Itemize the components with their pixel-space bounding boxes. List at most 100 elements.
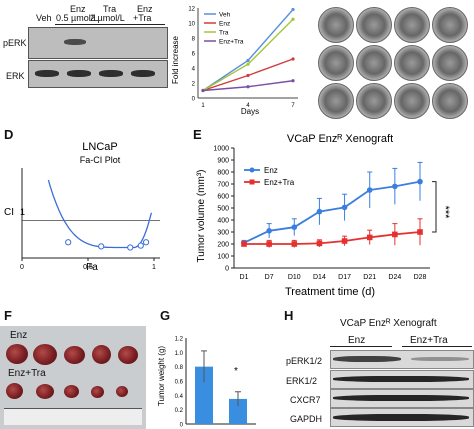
fa-ci-x-tick: 0.5 — [83, 264, 93, 271]
growth-y-tick: 10 — [188, 22, 195, 28]
growth-y-tick: 4 — [192, 67, 196, 73]
growth-point — [246, 73, 250, 78]
xenograft-x-label: Treatment time (d) — [285, 286, 375, 298]
xenograft-point — [316, 240, 323, 247]
tumor-5 — [118, 346, 138, 364]
col-label-combo-2: +Tra — [133, 13, 152, 23]
xeno-gapdh-blot — [330, 408, 474, 427]
xenograft-point — [316, 208, 323, 215]
erk-band-1 — [35, 70, 59, 77]
growth-point — [201, 88, 205, 93]
fa-ci-point — [98, 243, 105, 250]
fa-ci-x-tick: 1 — [152, 264, 156, 271]
xeno-blot-title: VCaP Enzᴿ Xenograft — [340, 318, 437, 329]
xenograft-series-line — [244, 231, 421, 245]
xeno-perk-blot — [330, 350, 474, 369]
row-label-erk: ERK — [6, 71, 25, 81]
plate-2 — [356, 7, 392, 43]
growth-x-tick: 1 — [201, 103, 205, 109]
tumor-1 — [6, 344, 28, 364]
erk-band-2 — [67, 70, 91, 77]
xenograft-y-tick: 800 — [217, 170, 229, 177]
xenograft-y-tick: 600 — [217, 194, 229, 201]
panel-g-letter: G — [160, 308, 171, 323]
tumor-photo: Enz Enz+Tra — [0, 326, 146, 429]
erk-blot — [28, 60, 168, 88]
tumor-6 — [6, 383, 23, 399]
growth-legend-label: Enz — [219, 21, 230, 28]
tumor-weight-y-tick: 0.4 — [175, 394, 184, 400]
xeno-cxcr7-bands — [333, 395, 469, 401]
xeno-row-cxcr7: CXCR7 — [290, 395, 321, 405]
tumor-weight-bar — [229, 398, 247, 424]
plate-9 — [318, 83, 354, 119]
tumor-weight-significance: * — [234, 366, 238, 377]
tumor-weight-chart: 0 0.2 0.4 0.6 0.8 1.0 1.2 Tumor weight (g) * — [157, 337, 256, 429]
col-label-combo: Enz — [137, 4, 153, 14]
xeno-row-perk: pERK1/2 — [286, 356, 323, 366]
xenograft-legend-marker — [249, 179, 255, 185]
xenograft-point — [417, 229, 423, 235]
ruler — [4, 408, 142, 425]
fa-ci-point — [142, 239, 150, 246]
col-label-enz-dose: 0.5 µmol/L — [56, 13, 99, 23]
growth-point — [246, 62, 250, 66]
growth-legend-label: Enz+Tra — [219, 39, 244, 46]
growth-x-tick: 4 — [246, 103, 250, 109]
fa-ci-fit-curve — [47, 179, 153, 249]
tumor-4 — [92, 345, 111, 364]
xenograft-y-tick: 400 — [217, 218, 229, 225]
xenograft-y-tick: 0 — [225, 266, 229, 273]
xeno-erk-bands — [333, 376, 469, 382]
xenograft-point — [291, 224, 298, 230]
growth-x-tick: 7 — [291, 103, 295, 109]
xenograft-y-tick: 200 — [217, 242, 229, 249]
xenograft-y-tick: 100 — [217, 254, 229, 261]
erk-band-4 — [131, 70, 155, 77]
xenograft-y-tick: 500 — [217, 206, 229, 213]
erk-band-3 — [99, 70, 123, 77]
xeno-group-combo-line — [402, 346, 472, 347]
col-label-tra-dose: 2 µmol/L — [90, 13, 125, 23]
plate-4 — [432, 7, 468, 43]
xenograft-y-tick: 700 — [217, 182, 229, 189]
perk-band-enz — [64, 39, 86, 45]
growth-point — [291, 79, 295, 83]
xenograft-significance-bracket — [432, 181, 437, 233]
tumor-weight-y-tick: 0.6 — [175, 380, 184, 386]
tumor-7 — [36, 384, 54, 399]
xeno-cxcr7-blot — [330, 389, 474, 408]
fa-ci-point — [65, 239, 72, 246]
tumor-weight-y-tick: 1.0 — [175, 351, 184, 357]
xenograft-series-line — [243, 180, 421, 244]
xenograft-point — [417, 178, 423, 185]
plate-12 — [432, 83, 468, 119]
xenograft-y-tick: 300 — [217, 230, 229, 237]
growth-point — [291, 17, 295, 21]
xenograft-point — [392, 183, 398, 190]
colony-plates — [316, 5, 471, 121]
tumor-weight-y-tick: 0.2 — [175, 408, 184, 414]
xeno-group-enz: Enz — [348, 335, 366, 346]
growth-point — [291, 7, 295, 12]
tumor-weight-bar — [195, 366, 213, 424]
fa-ci-point — [137, 242, 144, 249]
plate-10 — [356, 83, 392, 119]
growth-series-line — [202, 9, 294, 92]
panel-d-letter: D — [4, 127, 14, 142]
xenograft-x-tick: D17 — [338, 274, 351, 281]
tumor-8 — [64, 385, 79, 398]
col-label-enz: Enz — [70, 4, 86, 14]
xenograft-point — [341, 238, 348, 244]
growth-legend-label: Tra — [219, 30, 229, 37]
fa-ci-chart: LNCaP Fa-CI Plot 0 0.5 1 CI 1 Fa — [4, 141, 160, 273]
fa-ci-ref-label: 1 — [20, 207, 25, 217]
col-label-tra: Tra — [103, 4, 117, 14]
growth-y-label: Fold increase — [171, 35, 180, 84]
xenograft-point — [266, 241, 272, 247]
tumor-3 — [64, 346, 85, 364]
fa-ci-subtitle: Fa-CI Plot — [80, 155, 121, 165]
fa-ci-x-label: Fa — [86, 262, 98, 273]
growth-y-tick: 8 — [192, 37, 196, 43]
